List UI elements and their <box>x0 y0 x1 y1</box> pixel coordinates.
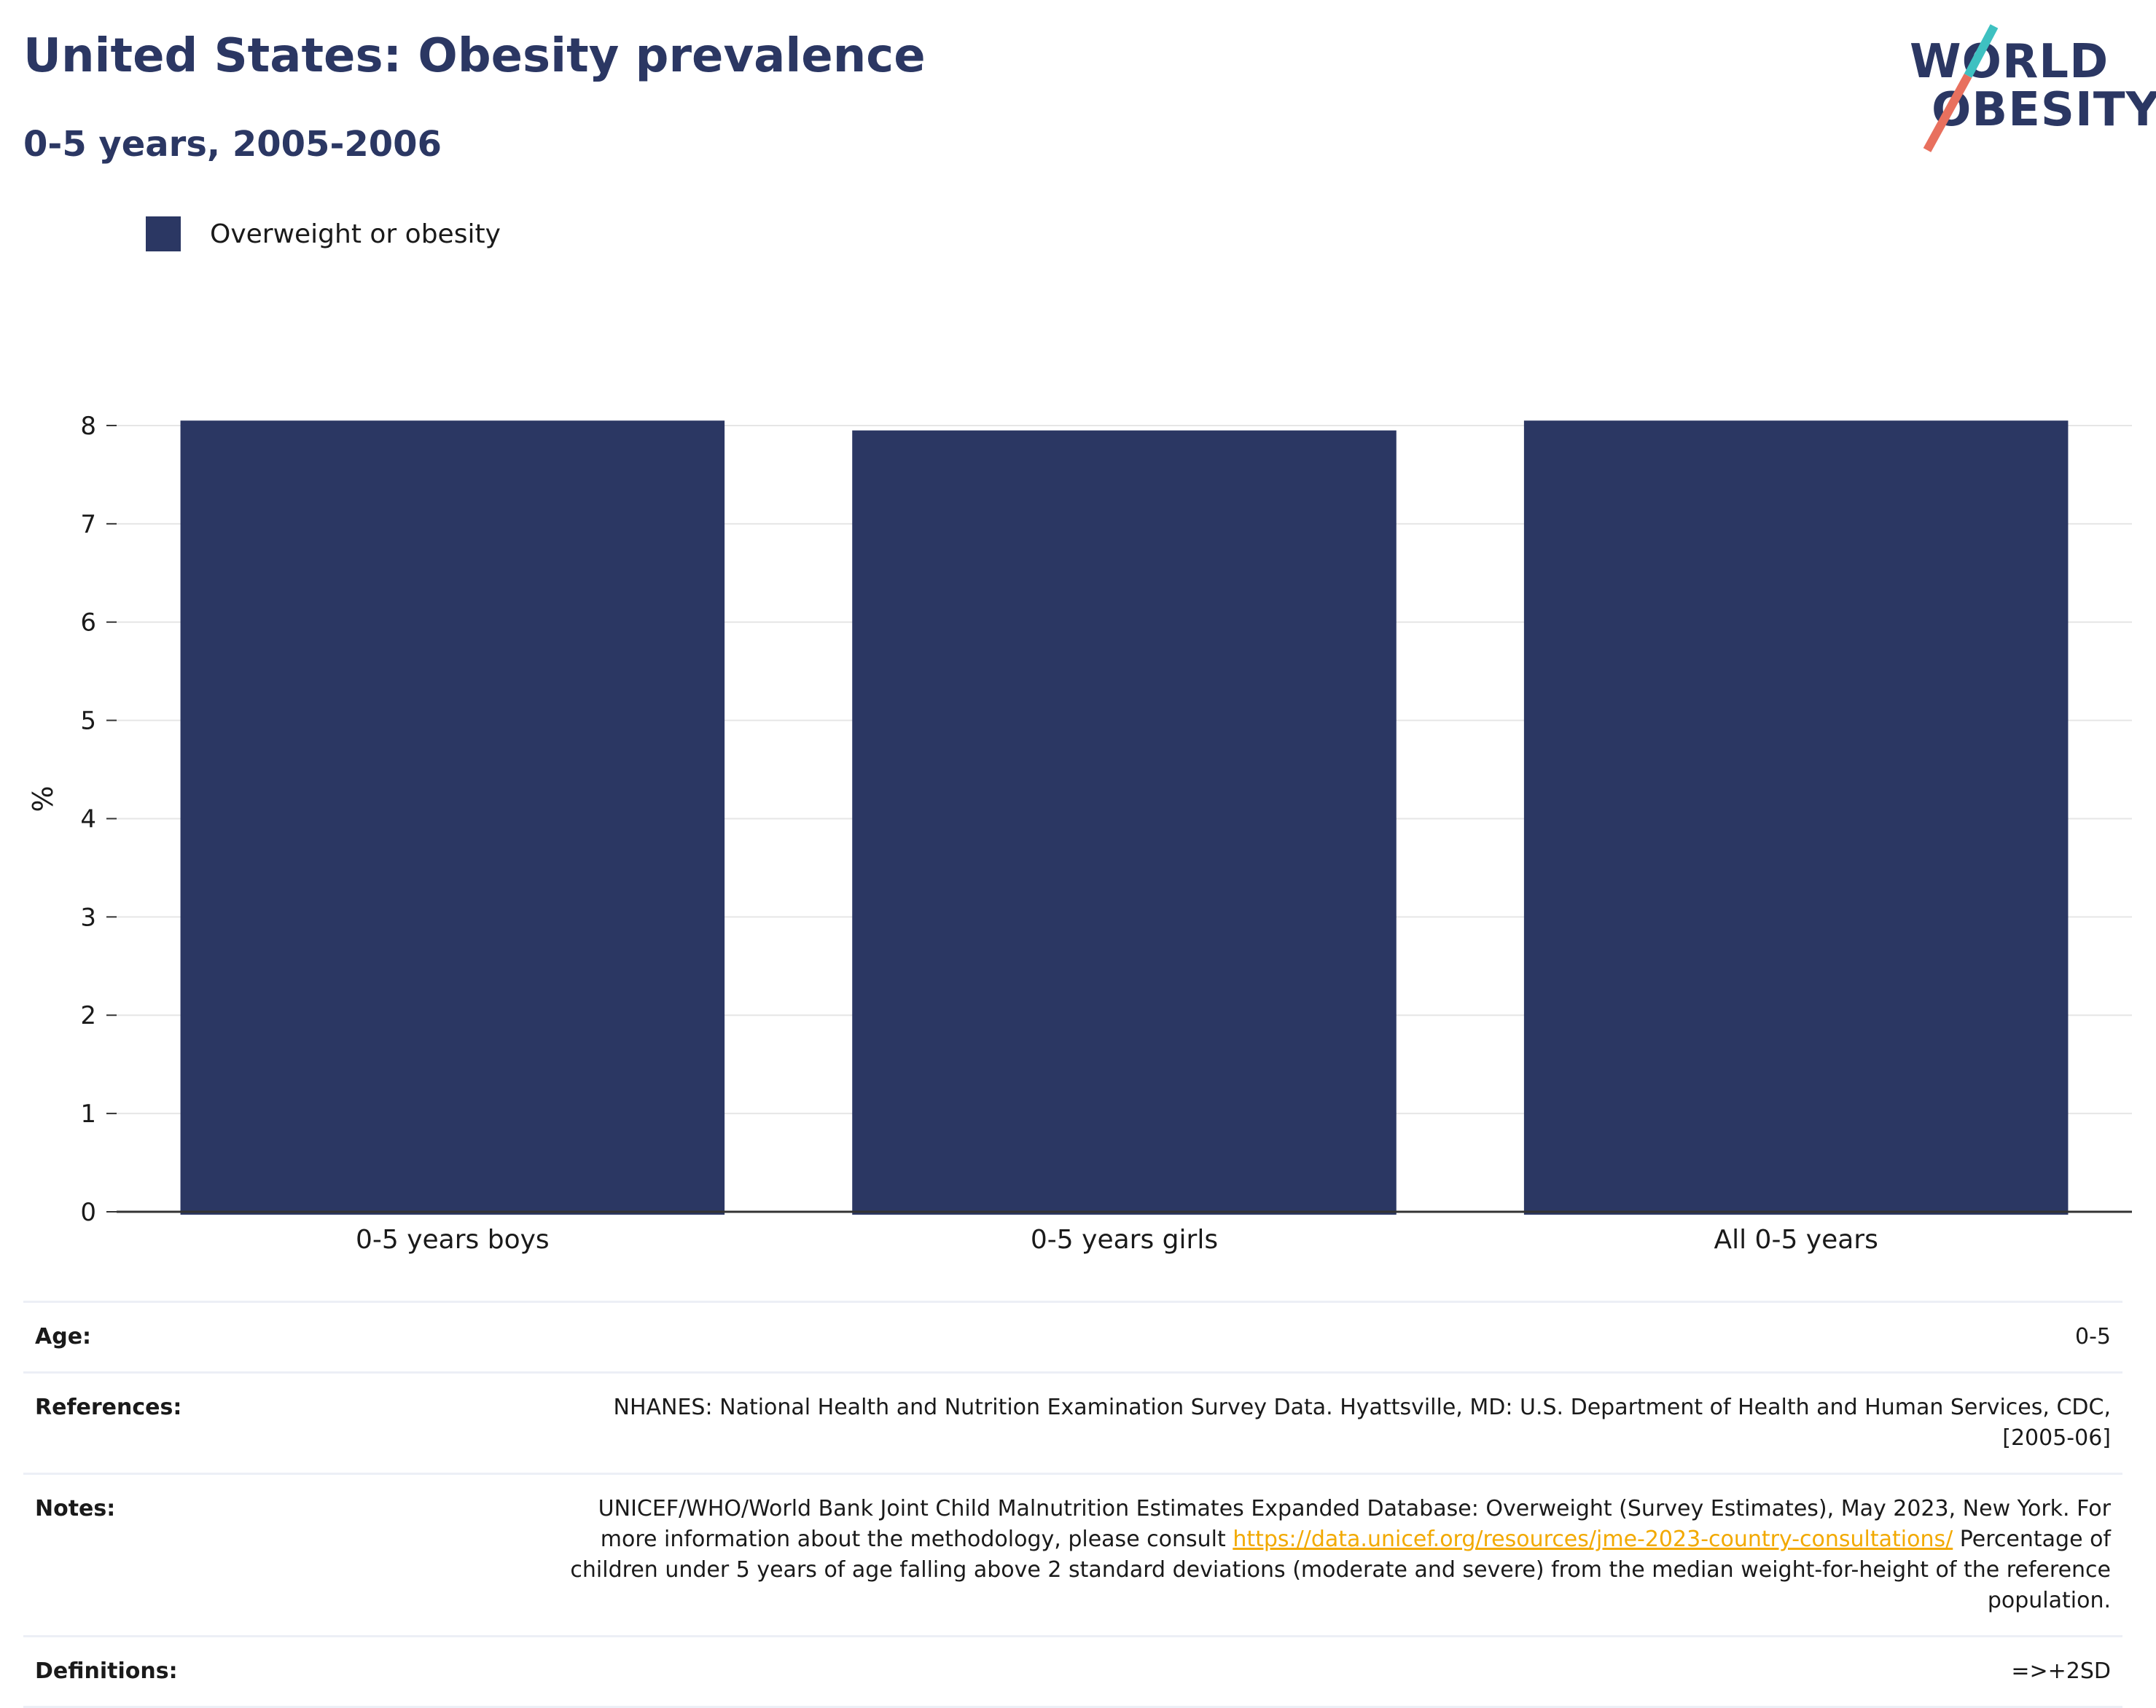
x-tick-label: 0-5 years boys <box>356 1225 550 1255</box>
axis-labels: 0 1 2 3 4 5 6 7 8 0-5 years boys 0-5 years girls Al… <box>27 412 1878 1255</box>
legend-label: Overweight or obesity <box>210 219 501 249</box>
y-tick-label: 8 <box>80 412 96 441</box>
bar[interactable] <box>180 420 725 1215</box>
x-tick-label: All 0-5 years <box>1714 1225 1878 1255</box>
y-tick-label: 2 <box>80 1001 96 1030</box>
legend-swatch <box>146 216 181 251</box>
x-tick-label: 0-5 years girls <box>1031 1225 1218 1255</box>
y-tick-label: 7 <box>80 510 96 539</box>
meta-value: =>+2SD <box>557 1635 2122 1708</box>
y-tick-label: 5 <box>80 707 96 736</box>
meta-row-age: Age: 0-5 <box>23 1301 2122 1373</box>
page-subtitle: 0-5 years, 2005-2006 <box>23 124 442 165</box>
world-obesity-logo[interactable]: WORLD OBESITY <box>1895 15 2156 160</box>
notes-methodology-link[interactable]: https://data.unicef.org/resources/jme-20… <box>1233 1527 1953 1552</box>
meta-row-definitions: Definitions: =>+2SD <box>23 1635 2122 1708</box>
notes-text-before: UNICEF/WHO/World Bank Joint Child Malnut… <box>598 1496 2111 1552</box>
meta-row-references: References: NHANES: National Health and … <box>23 1371 2122 1474</box>
bar[interactable] <box>852 430 1397 1215</box>
y-tick-label: 1 <box>80 1100 96 1129</box>
page-title: United States: Obesity prevalence <box>23 29 926 83</box>
logo-word-world: WORLD <box>1910 35 2109 89</box>
axes <box>106 424 2132 1213</box>
meta-row-notes: Notes: UNICEF/WHO/World Bank Joint Child… <box>23 1473 2122 1637</box>
logo-word-obesity: OBESITY <box>1932 83 2156 137</box>
meta-value: UNICEF/WHO/World Bank Joint Child Malnut… <box>557 1473 2122 1637</box>
bar-chart: 0 1 2 3 4 5 6 7 8 0-5 years boys 0-5 years girls Al… <box>27 412 2132 1255</box>
bar[interactable] <box>1523 420 2069 1215</box>
y-tick-label: 3 <box>80 903 96 932</box>
y-tick-label: 6 <box>80 608 96 638</box>
metadata-table: Age: 0-5 References: NHANES: National He… <box>23 1301 2122 1708</box>
bars <box>180 420 2069 1215</box>
meta-value: NHANES: National Health and Nutrition Ex… <box>557 1371 2122 1474</box>
chart-legend: Overweight or obesity <box>146 216 501 252</box>
logo-slash-icon <box>1923 24 1999 152</box>
y-tick-label: 4 <box>80 804 96 834</box>
notes-text-after: Percentage of children under 5 years of … <box>570 1527 2111 1613</box>
meta-label: Definitions: <box>23 1635 557 1708</box>
meta-label: References: <box>23 1371 557 1474</box>
meta-value: 0-5 <box>557 1301 2122 1373</box>
y-tick-label: 0 <box>80 1198 96 1227</box>
y-axis-title: % <box>27 786 59 812</box>
meta-label: Notes: <box>23 1473 557 1637</box>
meta-label: Age: <box>23 1301 557 1373</box>
